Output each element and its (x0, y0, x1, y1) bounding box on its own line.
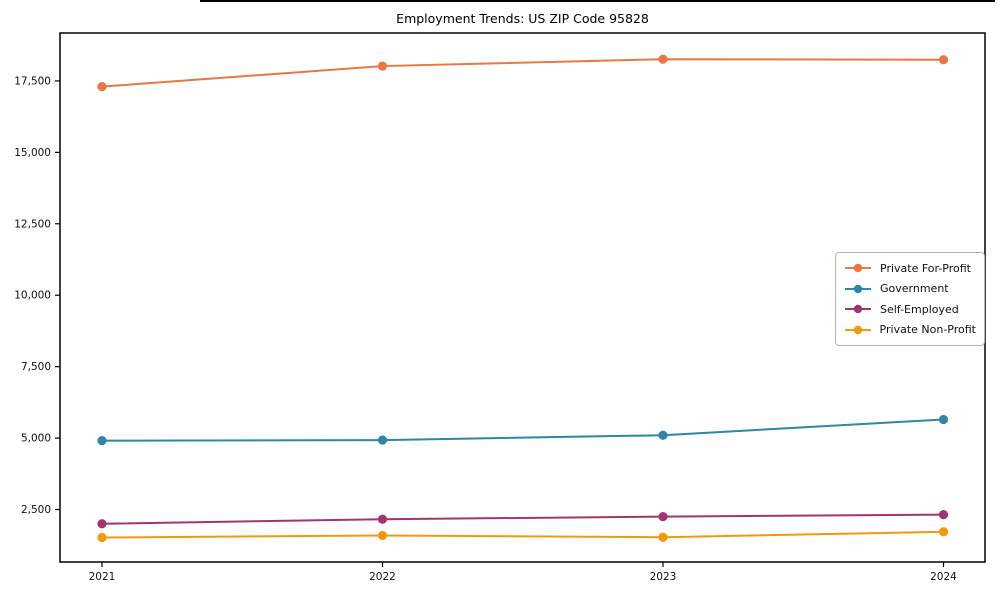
x-tick-label: 2023 (650, 571, 677, 583)
y-tick-label: 12,500 (14, 218, 51, 230)
plot-border (59, 32, 986, 563)
data-point (658, 532, 668, 542)
y-tick-label: 2,500 (21, 504, 51, 516)
y-tick-label: 10,000 (14, 290, 51, 302)
data-point (377, 530, 388, 541)
data-point (97, 519, 107, 529)
series-line (101, 530, 944, 539)
data-point (97, 436, 107, 446)
legend-label: Private Non-Profit (879, 323, 976, 337)
legend-label: Self-Employed (880, 302, 959, 316)
chart-title: Employment Trends: US ZIP Code 95828 (396, 11, 649, 26)
data-point (658, 430, 668, 440)
data-point (377, 435, 388, 445)
data-point (377, 61, 388, 71)
legend: Private For-Profit Government Self-Emplo… (835, 252, 985, 346)
data-point (97, 82, 107, 92)
legend-line-marker-icon (845, 305, 871, 314)
y-tick-label: 15,000 (14, 147, 51, 159)
data-point (97, 532, 107, 543)
data-point (377, 514, 388, 524)
legend-line-marker-icon (845, 325, 871, 335)
x-tick-label: 2022 (369, 571, 396, 583)
data-point (938, 414, 949, 425)
x-tick-label: 2024 (930, 571, 957, 583)
legend-line-marker-icon (845, 263, 871, 273)
series-line (101, 513, 944, 525)
legend-label: Government (880, 282, 949, 296)
legend-item: Self-Employed (844, 299, 976, 319)
legend-line-marker-icon (845, 284, 871, 293)
y-tick-label: 5,000 (21, 433, 51, 445)
legend-item: Private For-Profit (844, 258, 976, 278)
data-point (658, 512, 668, 522)
legend-item: Government (844, 279, 976, 299)
series-line (101, 58, 944, 88)
x-tick-label: 2021 (89, 571, 116, 583)
data-point (938, 55, 949, 65)
series-line (101, 418, 944, 442)
data-point (658, 54, 668, 64)
legend-label: Private For-Profit (880, 261, 971, 275)
data-point (938, 510, 949, 520)
data-point (938, 527, 949, 537)
legend-item: Private Non-Profit (844, 320, 976, 340)
y-tick-label: 7,500 (21, 361, 51, 373)
y-tick-label: 17,500 (14, 75, 51, 87)
window-top-edge (200, 0, 995, 2)
